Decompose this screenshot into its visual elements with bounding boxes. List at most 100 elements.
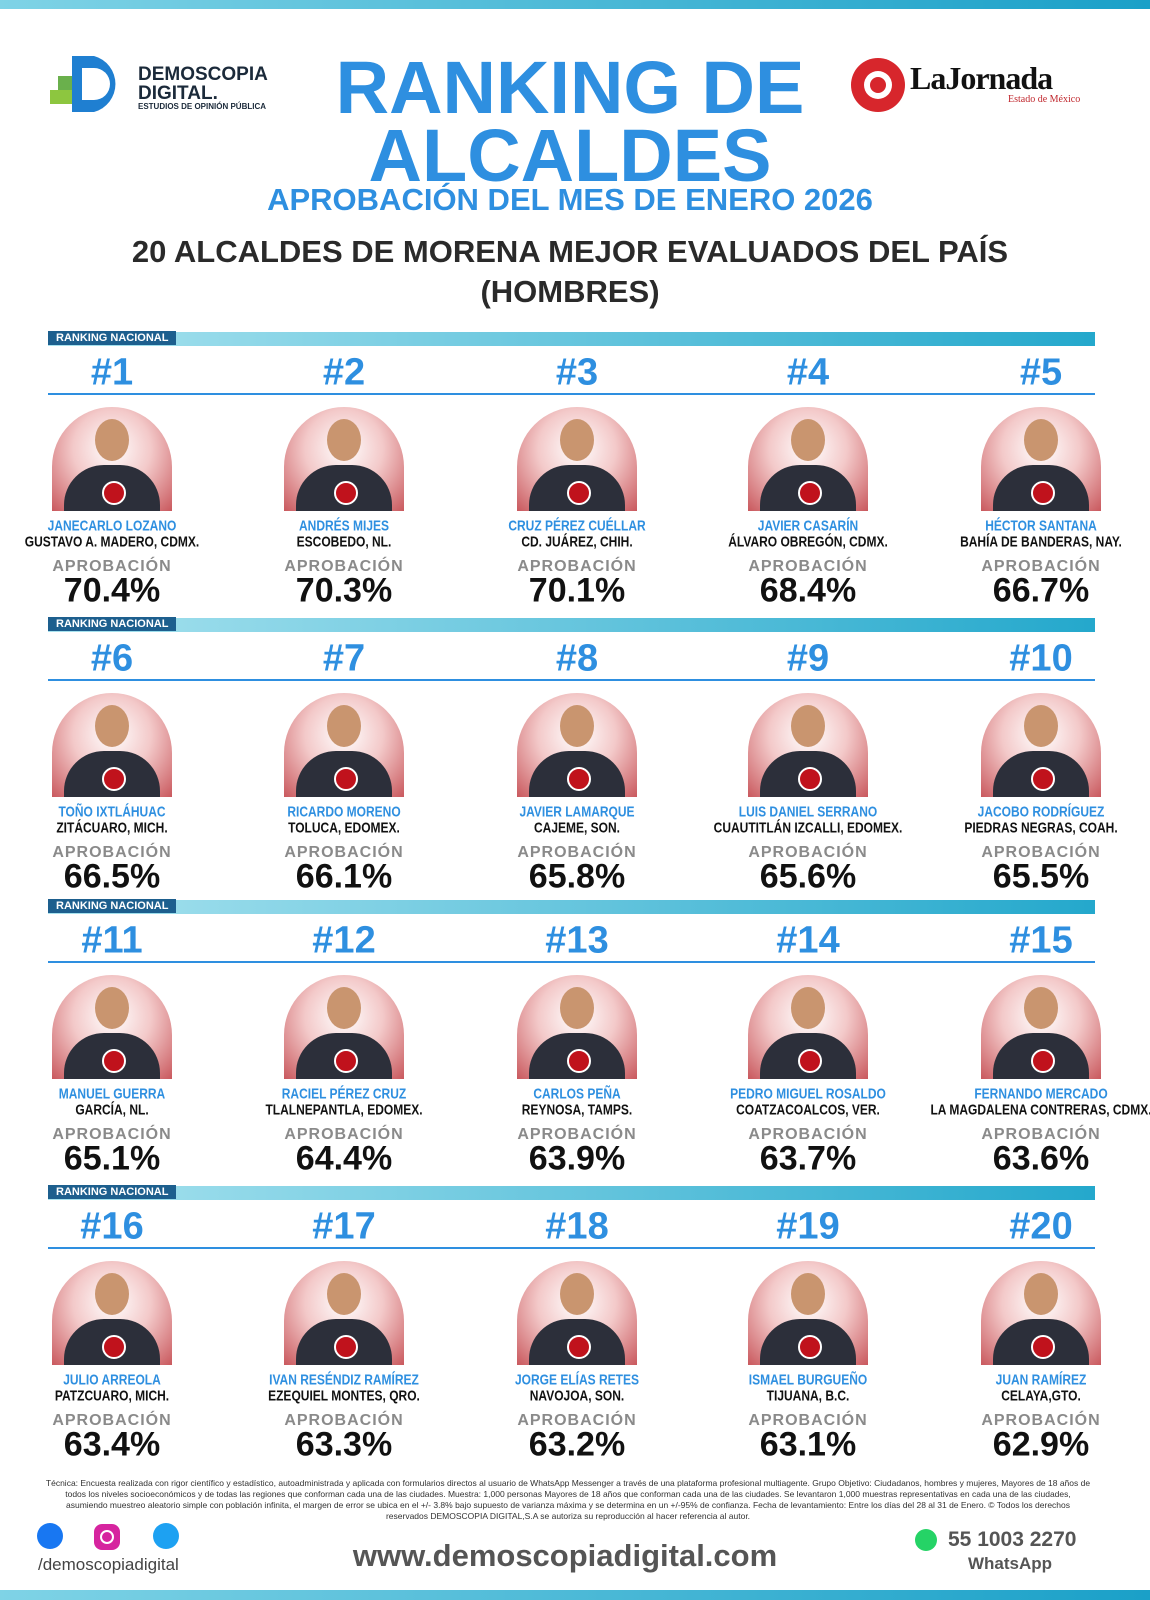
approval: 63.6% (992, 1139, 1090, 1178)
photo (981, 693, 1101, 797)
name: RACIEL PÉREZ CRUZ (281, 1085, 407, 1103)
section-label: RANKING NACIONAL (48, 331, 177, 345)
name: JORGE ELÍAS RETES (514, 1371, 640, 1389)
photo-head (791, 705, 825, 747)
social-handle: /demoscopiadigital (38, 1555, 179, 1574)
photo (284, 693, 404, 797)
subtitle: APROBACIÓN DEL MES DE ENERO 2026 (267, 182, 873, 217)
name: ISMAEL BURGUEÑO (748, 1371, 868, 1389)
rank: #17 (312, 1205, 376, 1248)
place: TLALNEPANTLA, EDOMEX. (265, 1101, 423, 1119)
website: www.demoscopiadigital.com (352, 1538, 778, 1573)
name: HÉCTOR SANTANA (985, 517, 1097, 535)
name: LUIS DANIEL SERRANO (738, 803, 878, 821)
photo-head (791, 987, 825, 1029)
approval: 63.3% (295, 1425, 393, 1464)
rank: #13 (545, 919, 609, 962)
bottom-stripe (0, 1590, 1150, 1600)
approval: 65.1% (63, 1139, 161, 1178)
photo (52, 407, 172, 511)
photo-badge (334, 767, 358, 791)
place: EZEQUIEL MONTES, QRO. (268, 1387, 420, 1405)
approval-label: APROBACIÓN (748, 1126, 868, 1143)
place: GARCÍA, NL. (75, 1101, 149, 1119)
approval: 63.2% (528, 1425, 626, 1464)
section-bar (48, 900, 1095, 914)
photo-badge (334, 1335, 358, 1359)
phone: 55 1003 2270 (948, 1528, 1077, 1551)
whatsapp-label: WhatsApp (968, 1554, 1053, 1573)
logo-line3: ESTUDIOS DE OPINIÓN PÚBLICA (138, 102, 267, 111)
rank: #14 (776, 919, 840, 962)
photo (517, 1261, 637, 1365)
place: PIEDRAS NEGRAS, COAH. (964, 819, 1118, 837)
place: ESCOBEDO, NL. (296, 533, 392, 551)
section-label: RANKING NACIONAL (48, 617, 177, 631)
photo-head (560, 705, 594, 747)
approval-label: APROBACIÓN (52, 1412, 172, 1429)
jornada-name: LaJornada (910, 60, 1053, 96)
photo-head (560, 419, 594, 461)
photo-badge (334, 481, 358, 505)
photo-badge (1031, 767, 1055, 791)
rank-rule (48, 393, 1095, 395)
photo-head (791, 1273, 825, 1315)
approval: 66.5% (63, 857, 161, 896)
name: TOÑO IXTLÁHUAC (58, 803, 166, 821)
approval: 65.5% (992, 857, 1090, 896)
section-bar (48, 618, 1095, 632)
name: JUAN RAMÍREZ (995, 1371, 1087, 1389)
approval: 70.3% (295, 571, 393, 610)
photo (748, 693, 868, 797)
name: FERNANDO MERCADO (974, 1085, 1108, 1103)
rank: #5 (1019, 351, 1063, 394)
approval-label: APROBACIÓN (981, 558, 1101, 575)
rank: #1 (90, 351, 134, 394)
photo-badge (798, 1335, 822, 1359)
photo-badge (567, 1049, 591, 1073)
name: CARLOS PEÑA (533, 1085, 621, 1103)
place: ÁLVARO OBREGÓN, CDMX. (728, 533, 888, 551)
photo (284, 975, 404, 1079)
approval: 65.8% (528, 857, 626, 896)
rank-rule (48, 1247, 1095, 1249)
place: GUSTAVO A. MADERO, CDMX. (24, 533, 200, 551)
photo (52, 693, 172, 797)
photo (517, 693, 637, 797)
photo-badge (1031, 481, 1055, 505)
approval-label: APROBACIÓN (52, 1126, 172, 1143)
photo-head (1024, 987, 1058, 1029)
footer-note: Técnica: Encuesta realizada con rigor ci… (45, 1478, 1091, 1521)
rank: #6 (90, 637, 134, 680)
whatsapp-icon (915, 1529, 937, 1551)
section-bar (48, 332, 1095, 346)
name: CRUZ PÉREZ CUÉLLAR (508, 517, 646, 535)
photo-head (327, 1273, 361, 1315)
section-label: RANKING NACIONAL (48, 899, 177, 913)
place: TOLUCA, EDOMEX. (288, 819, 400, 837)
approval-label: APROBACIÓN (981, 1412, 1101, 1429)
rank-rule (48, 961, 1095, 963)
jornada-sun (851, 58, 905, 112)
photo-badge (102, 767, 126, 791)
section-bar (48, 1186, 1095, 1200)
rank: #18 (545, 1205, 609, 1248)
photo-badge (567, 1335, 591, 1359)
photo-head (560, 1273, 594, 1315)
rank: #8 (555, 637, 599, 680)
place: CAJEME, SON. (533, 819, 621, 837)
approval: 63.1% (759, 1425, 857, 1464)
place: CUAUTITLÁN IZCALLI, EDOMEX. (713, 819, 903, 837)
rank: #20 (1009, 1205, 1073, 1248)
approval-label: APROBACIÓN (52, 558, 172, 575)
title: RANKING DE ALCALDES (335, 46, 805, 197)
photo-head (327, 705, 361, 747)
photo-badge (334, 1049, 358, 1073)
place: REYNOSA, TAMPS. (521, 1101, 633, 1119)
place: NAVOJOA, SON. (529, 1387, 625, 1405)
place: CD. JUÁREZ, CHIH. (521, 533, 633, 551)
approval-label: APROBACIÓN (748, 844, 868, 861)
place: BAHÍA DE BANDERAS, NAY. (960, 533, 1122, 551)
logo-line1: DEMOSCOPIA (138, 64, 268, 85)
